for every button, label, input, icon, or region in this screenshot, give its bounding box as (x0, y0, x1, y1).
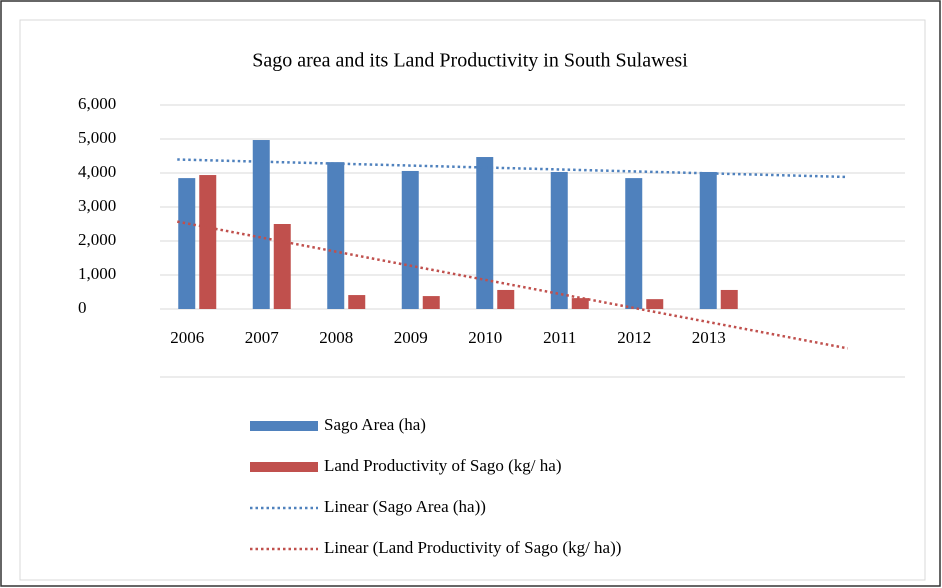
x-tick-label: 2013 (692, 328, 726, 347)
bar (699, 171, 717, 309)
y-tick-label: 6,000 (78, 94, 116, 113)
bar (401, 170, 419, 309)
bar (273, 224, 291, 309)
legend-swatch (250, 462, 318, 472)
legend-swatch (250, 421, 318, 431)
trendline (177, 158, 848, 179)
bar (720, 289, 738, 309)
y-tick-label: 5,000 (78, 128, 116, 147)
bar (178, 178, 196, 309)
chart-frame (19, 19, 926, 581)
x-tick-label: 2010 (468, 328, 502, 347)
y-tick-label: 0 (78, 298, 87, 317)
legend-label: Linear (Sago Area (ha)) (324, 497, 486, 516)
legend-label: Land Productivity of Sago (kg/ ha) (324, 456, 562, 475)
bar (327, 162, 345, 309)
bar (550, 171, 568, 309)
x-tick-label: 2009 (394, 328, 428, 347)
x-tick-label: 2006 (170, 328, 204, 347)
y-tick-label: 4,000 (78, 162, 116, 181)
bar (646, 299, 664, 309)
trendline (177, 220, 848, 350)
bar (497, 289, 515, 309)
legend-label: Sago Area (ha) (324, 415, 426, 434)
x-tick-label: 2007 (245, 328, 280, 347)
y-tick-label: 3,000 (78, 196, 116, 215)
x-tick-label: 2012 (617, 328, 651, 347)
bar (252, 140, 270, 309)
legend-label: Linear (Land Productivity of Sago (kg/ h… (324, 538, 621, 557)
chart-title: Sago area and its Land Productivity in S… (252, 50, 688, 72)
y-tick-label: 2,000 (78, 230, 116, 249)
bar (476, 157, 494, 309)
bar (625, 178, 643, 309)
bar (199, 175, 217, 309)
x-tick-label: 2011 (543, 328, 576, 347)
y-tick-label: 1,000 (78, 264, 116, 283)
bar (422, 296, 440, 309)
bar (571, 298, 589, 309)
bar (348, 295, 366, 309)
x-tick-label: 2008 (319, 328, 353, 347)
